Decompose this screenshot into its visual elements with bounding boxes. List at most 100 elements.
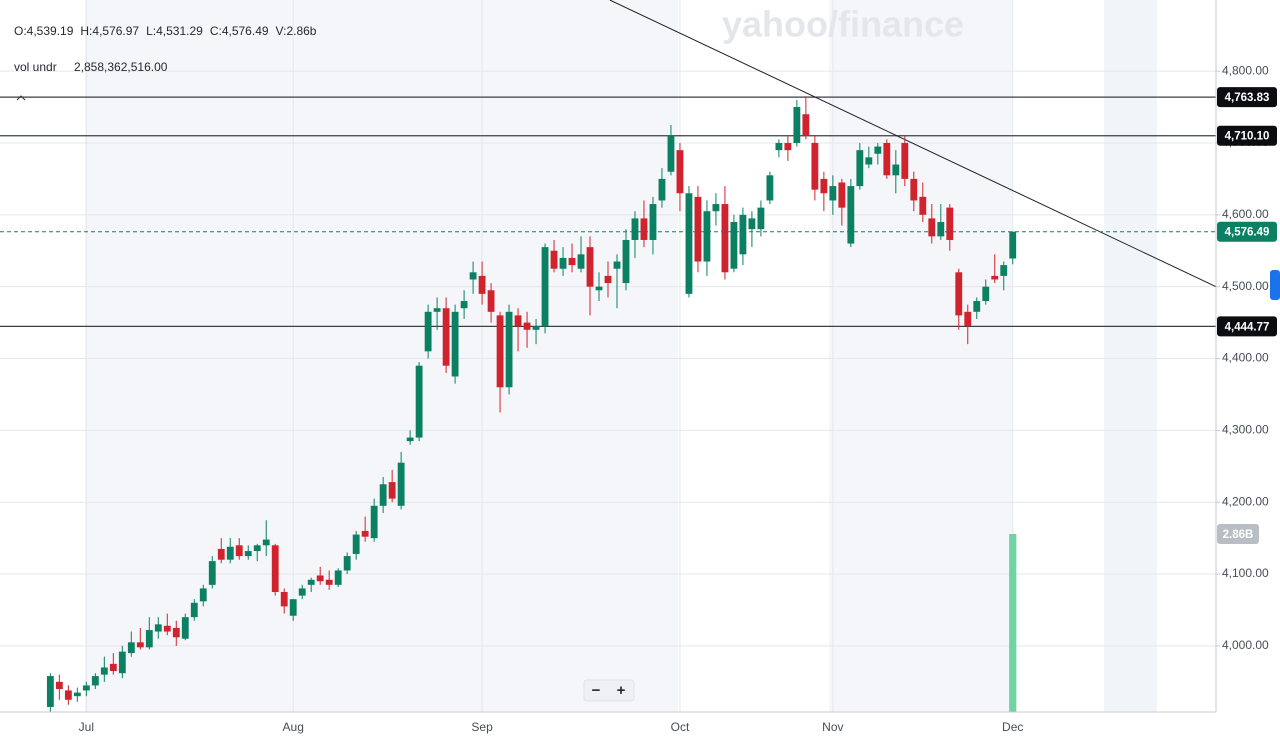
y-tick-label: 4,600.00 [1222,207,1269,221]
candle-body [316,575,324,582]
candle-body [82,685,90,691]
candle-body [946,207,954,240]
candle-body [280,592,288,607]
candle-body [982,286,990,302]
candle-body [352,534,360,554]
y-tick-label: 4,100.00 [1222,566,1269,580]
candle-body [991,275,999,280]
candle-body [289,599,297,616]
candle-body [46,676,54,707]
x-tick-label: Nov [822,720,843,734]
price-line-badge [1217,316,1277,337]
candle-body [271,545,279,593]
candle-body [109,663,117,672]
legend-item: C:4,576.49 [210,24,269,38]
candle-body [136,642,144,648]
candle-body [370,505,378,539]
zoom-box [583,679,635,702]
candle-body [415,365,423,438]
candle-body [622,239,630,284]
candle-body [883,142,891,176]
candle-body [118,651,126,674]
candle-body [478,275,486,294]
candle-body [451,311,459,377]
zoom-controls: − + [583,679,635,702]
candle-body [172,627,180,638]
session-band [1104,0,1157,712]
price-line-label: 4,710.10 [1225,131,1270,143]
last-price-label: 4,576.49 [1225,227,1270,239]
candle-body [163,625,171,632]
price-line-label: 4,763.83 [1225,92,1270,104]
candle-body [604,275,612,284]
trend-line [609,0,1217,288]
candle-body [325,579,333,585]
candle-body [55,681,63,690]
month-band [829,0,1012,712]
candle-body [199,588,207,602]
candle-body [847,186,855,244]
candle-body [532,326,540,330]
candle-body [901,142,909,179]
candle-body [910,178,918,201]
candle-body [568,257,576,266]
zoom-in[interactable]: + [617,682,626,699]
candle-body [307,579,315,585]
candle-body [361,530,369,537]
candle-body [757,207,765,230]
candle-body [919,196,927,215]
candle-body [703,211,711,262]
legend-item: L:4,531.29 [146,24,203,38]
y-tick-label: 4,800.00 [1222,63,1269,77]
candle-body [523,322,531,330]
candle-body [181,617,189,639]
y-axis: 4,000.00 4,100.00 4,200.00 4,300.00 4,400.00… [79,63,1277,734]
candle-body [775,142,783,151]
scroll-handle[interactable] [1270,270,1280,300]
candle-body [973,301,981,312]
candle-body [388,482,396,499]
candle-body [694,196,702,262]
price-line-badge [1217,125,1277,146]
volume-label: 2.86B [1223,529,1254,541]
candle-body [100,667,108,675]
y-tick-label: 4,200.00 [1222,494,1269,508]
candle-body [217,548,225,560]
y-tick-label: 4,300.00 [1222,423,1269,437]
collapse-icon[interactable] [16,95,26,101]
candle-body [91,676,99,686]
candle-body [244,551,252,557]
candle-body [145,630,153,648]
candle-body [784,142,792,151]
x-tick-label: Sep [471,720,493,734]
zoom-out[interactable]: − [592,682,601,699]
candle-body [190,602,198,618]
x-tick-label: Jul [79,720,94,734]
candle-body [577,254,585,269]
candle-body [64,690,72,700]
last-price-badge [1217,221,1277,242]
legend-item: V:2.86b [276,24,317,38]
candle-body [343,556,351,571]
candle-body [262,539,270,546]
candle-body [712,204,720,212]
candle-body [1009,231,1017,259]
candle-body [820,178,828,194]
y-tick-label: 4,400.00 [1222,351,1269,365]
candle-body [685,193,693,294]
x-tick-label: Dec [1002,720,1023,734]
legend-item: H:4,576.97 [80,24,139,38]
candle-body [469,272,477,280]
indicator-name: vol undr [14,60,57,74]
candle-body [649,204,657,240]
y-tick-label: 4,500.00 [1222,279,1269,293]
candle-body [460,301,468,309]
candle-body [433,308,441,312]
candle-body [739,214,747,255]
candle-body [514,315,522,327]
candle-body [640,218,648,240]
candle-body [253,545,261,552]
candle-body [667,135,675,172]
candle-body [496,315,504,388]
